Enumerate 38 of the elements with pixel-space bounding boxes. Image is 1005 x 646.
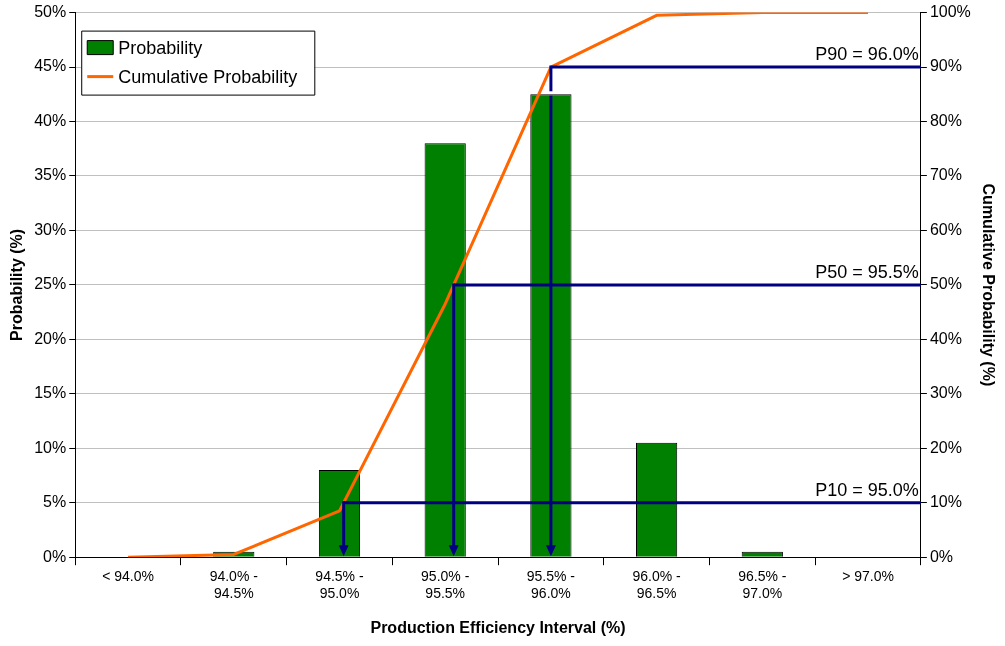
y2-tick-label: 70% (929, 166, 962, 184)
x-tick-label: 95.0% - 95.5% (421, 568, 470, 602)
y-tick-label: 10% (34, 438, 67, 456)
x-tick-label: 96.0% - 96.5% (632, 568, 682, 602)
y-tick-label: 25% (34, 275, 67, 293)
y2-tick-label: 80% (929, 111, 962, 129)
x-tick-label: 94.5% - 95.0% (315, 568, 364, 602)
y2-axis-title: Cumulative Probability (%) (979, 183, 997, 387)
legend-label: Cumulative Probability (118, 66, 298, 87)
y2-tick-label: 60% (929, 220, 962, 238)
ref-line-label: P10 = 95.0% (815, 479, 919, 500)
y-tick-label: 5% (43, 493, 67, 511)
y-tick-label: 50% (34, 3, 67, 21)
y2-tick-label: 50% (929, 275, 962, 293)
y-tick-label: 15% (34, 384, 67, 402)
x-tick-label: 96.5% - 97.0% (738, 568, 787, 602)
y2-tick-label: 20% (929, 438, 962, 456)
x-tick-label: 95.5% - 96.0% (526, 568, 576, 602)
y2-tick-label: 0% (929, 547, 953, 565)
y2-tick-label: 30% (929, 384, 962, 402)
x-tick-label: < 94.0% (102, 568, 154, 585)
ref-line-label: P50 = 95.5% (815, 261, 919, 282)
x-axis-title: Production Efficiency Interval (%) (370, 618, 626, 636)
y-tick-label: 45% (34, 57, 67, 75)
y-tick-label: 35% (34, 166, 67, 184)
y2-tick-label: 90% (929, 57, 962, 75)
ref-line-label: P90 = 96.0% (815, 44, 919, 65)
y2-tick-label: 40% (929, 329, 962, 347)
y-axis-title: Probability (%) (8, 228, 26, 341)
y-tick-label: 20% (34, 329, 67, 347)
x-tick-label: 94.0% - 94.5% (209, 568, 259, 602)
y-tick-label: 30% (34, 220, 67, 238)
y2-tick-label: 10% (929, 493, 962, 511)
x-tick-label: > 97.0% (842, 568, 894, 585)
legend-label: Probability (118, 37, 203, 58)
y2-tick-label: 100% (929, 3, 971, 21)
y-tick-label: 0% (43, 547, 67, 565)
y-tick-label: 40% (34, 111, 67, 129)
